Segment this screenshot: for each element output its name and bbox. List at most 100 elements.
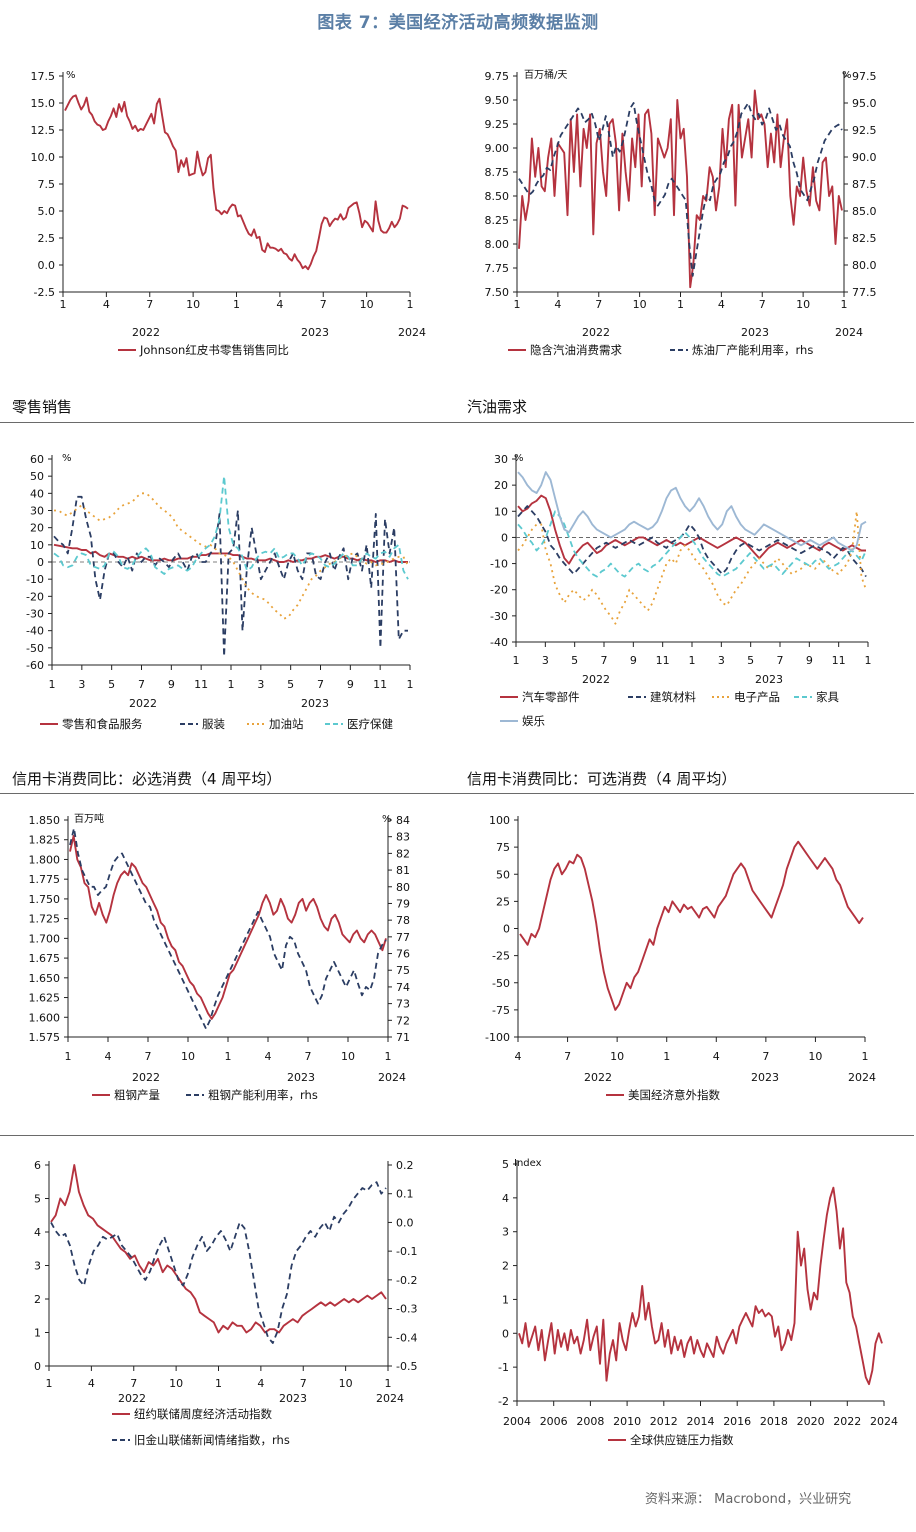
left-unit-label: % [514, 453, 524, 464]
x-tick-label: 7 [138, 678, 145, 691]
x-tick-label: 11 [656, 654, 670, 667]
legend-label: 建筑材料 [650, 690, 696, 704]
x-tick-label: 4 [713, 1050, 720, 1063]
y-tick-label: 1.850 [29, 814, 61, 827]
x-tick-label: 11 [373, 678, 387, 691]
x-tick-label: 4 [265, 1050, 272, 1063]
x-tick-label: 9 [347, 678, 354, 691]
legend-label: 隐含汽油消费需求 [530, 343, 622, 357]
x-tick-label: 1 [60, 298, 67, 311]
x-year-label: 2023 [301, 326, 329, 339]
x-tick-label: 4 [88, 1377, 95, 1390]
y-tick-label: 4 [34, 1226, 41, 1239]
x-year-label: 2022 [132, 1071, 160, 1084]
left-unit-label: 百万吨 [74, 812, 104, 825]
x-tick-label: 4 [105, 1050, 112, 1063]
legend-label: 旧金山联储新闻情绪指数，rhs [134, 1433, 290, 1447]
x-year-label: 2023 [287, 1071, 315, 1084]
y-tick-label: 1.800 [29, 853, 61, 866]
x-year-label: 2022 [118, 1392, 146, 1405]
right-unit-label: % [842, 70, 852, 81]
legend-label: 汽车零部件 [522, 690, 580, 704]
y-tick-label: 1.775 [29, 873, 61, 886]
x-tick-label: 7 [564, 1050, 571, 1063]
y-tick-label: -1 [498, 1361, 509, 1374]
y-tick-label: -2 [498, 1395, 509, 1408]
divider [0, 1135, 914, 1136]
x-tick-label: 9 [806, 654, 813, 667]
y-tick-label: 20 [494, 479, 508, 492]
x-tick-label: 2020 [797, 1415, 825, 1428]
divider [0, 422, 914, 423]
y-tick-label: 1.575 [29, 1031, 61, 1044]
x-year-label: 2023 [755, 673, 783, 686]
x-tick-label: 1 [385, 1050, 392, 1063]
x-tick-label: 1 [46, 1377, 53, 1390]
y-tick-label-right: 97.5 [852, 70, 877, 83]
chart-crude-steel: 1.575 1.600 1.625 1.650 1.675 1.700 1.725 1.750… [29, 812, 411, 1102]
legend-label: 美国经济意外指数 [628, 1088, 720, 1102]
legend-label: 服装 [202, 717, 225, 731]
x-tick-label: 1 [841, 298, 848, 311]
y-tick-label: 9.50 [485, 94, 510, 107]
x-tick-label: 2012 [650, 1415, 678, 1428]
x-tick-label: 9 [168, 678, 175, 691]
x-tick-label: 2022 [833, 1415, 861, 1428]
x-tick-label: 10 [169, 1377, 183, 1390]
x-year-label: 2022 [582, 673, 610, 686]
y-tick-label: 1.650 [29, 972, 61, 985]
y-tick-label: 7.5 [38, 178, 56, 191]
y-tick-label: -100 [485, 1031, 510, 1044]
y-tick-label: 50 [496, 868, 510, 881]
x-tick-label: 1 [65, 1050, 72, 1063]
y-tick-label: -50 [26, 642, 44, 655]
y-tick-label: 9.25 [485, 118, 510, 131]
y-tick-label: 9.00 [485, 142, 510, 155]
x-tick-label: 1 [514, 298, 521, 311]
series-line [519, 840, 864, 1011]
series-line [69, 827, 387, 1030]
legend-label: 医疗保健 [347, 717, 393, 731]
x-tick-label: 5 [287, 678, 294, 691]
y-tick-label: 60 [30, 453, 44, 466]
y-tick-label: 5 [34, 1193, 41, 1206]
left-unit-label: % [66, 70, 76, 81]
x-year-label: 2023 [301, 697, 329, 710]
y-tick-label: 30 [30, 505, 44, 518]
x-tick-label: 2010 [613, 1415, 641, 1428]
x-tick-label: 5 [108, 678, 115, 691]
x-tick-label: 1 [513, 654, 520, 667]
x-tick-label: 10 [181, 1050, 195, 1063]
y-tick-label: 1.750 [29, 893, 61, 906]
y-tick-label: 10.0 [31, 151, 56, 164]
legend-label: Johnson红皮书零售销售同比 [139, 343, 289, 357]
y-tick-label: -10 [490, 558, 508, 571]
y-tick-label: -60 [26, 659, 44, 672]
x-tick-label: 1 [49, 678, 56, 691]
y-tick-label-right: 82.5 [852, 232, 877, 245]
x-tick-label: 7 [145, 1050, 152, 1063]
series-line [518, 89, 843, 289]
y-tick-label: -20 [490, 584, 508, 597]
left-unit-label: 百万桶/天 [524, 68, 567, 81]
divider [0, 793, 914, 794]
series-line [53, 495, 408, 658]
x-tick-label: 2014 [687, 1415, 715, 1428]
x-tick-label: 2018 [760, 1415, 788, 1428]
series-line [518, 102, 843, 277]
x-tick-label: 7 [601, 654, 608, 667]
x-tick-label: 7 [130, 1377, 137, 1390]
chart-supply-chain-pressure: -2 -1 0 1 2 3 4 5 Index 2004 2006 2008 2010 2012 2014 2… [498, 1158, 898, 1447]
x-tick-label: 7 [762, 1050, 769, 1063]
x-year-label: 2022 [129, 697, 157, 710]
series-line [517, 505, 867, 578]
right-unit-label: % [382, 814, 392, 825]
y-tick-label: -50 [492, 977, 510, 990]
y-tick-label-right: 80.0 [852, 259, 877, 272]
y-tick-label: 12.5 [31, 124, 56, 137]
x-tick-label: 1 [385, 1377, 392, 1390]
y-tick-label: 10 [494, 505, 508, 518]
x-tick-label: 7 [305, 1050, 312, 1063]
y-tick-label-right: 90.0 [852, 151, 877, 164]
y-tick-label-right: 0.2 [396, 1159, 414, 1172]
